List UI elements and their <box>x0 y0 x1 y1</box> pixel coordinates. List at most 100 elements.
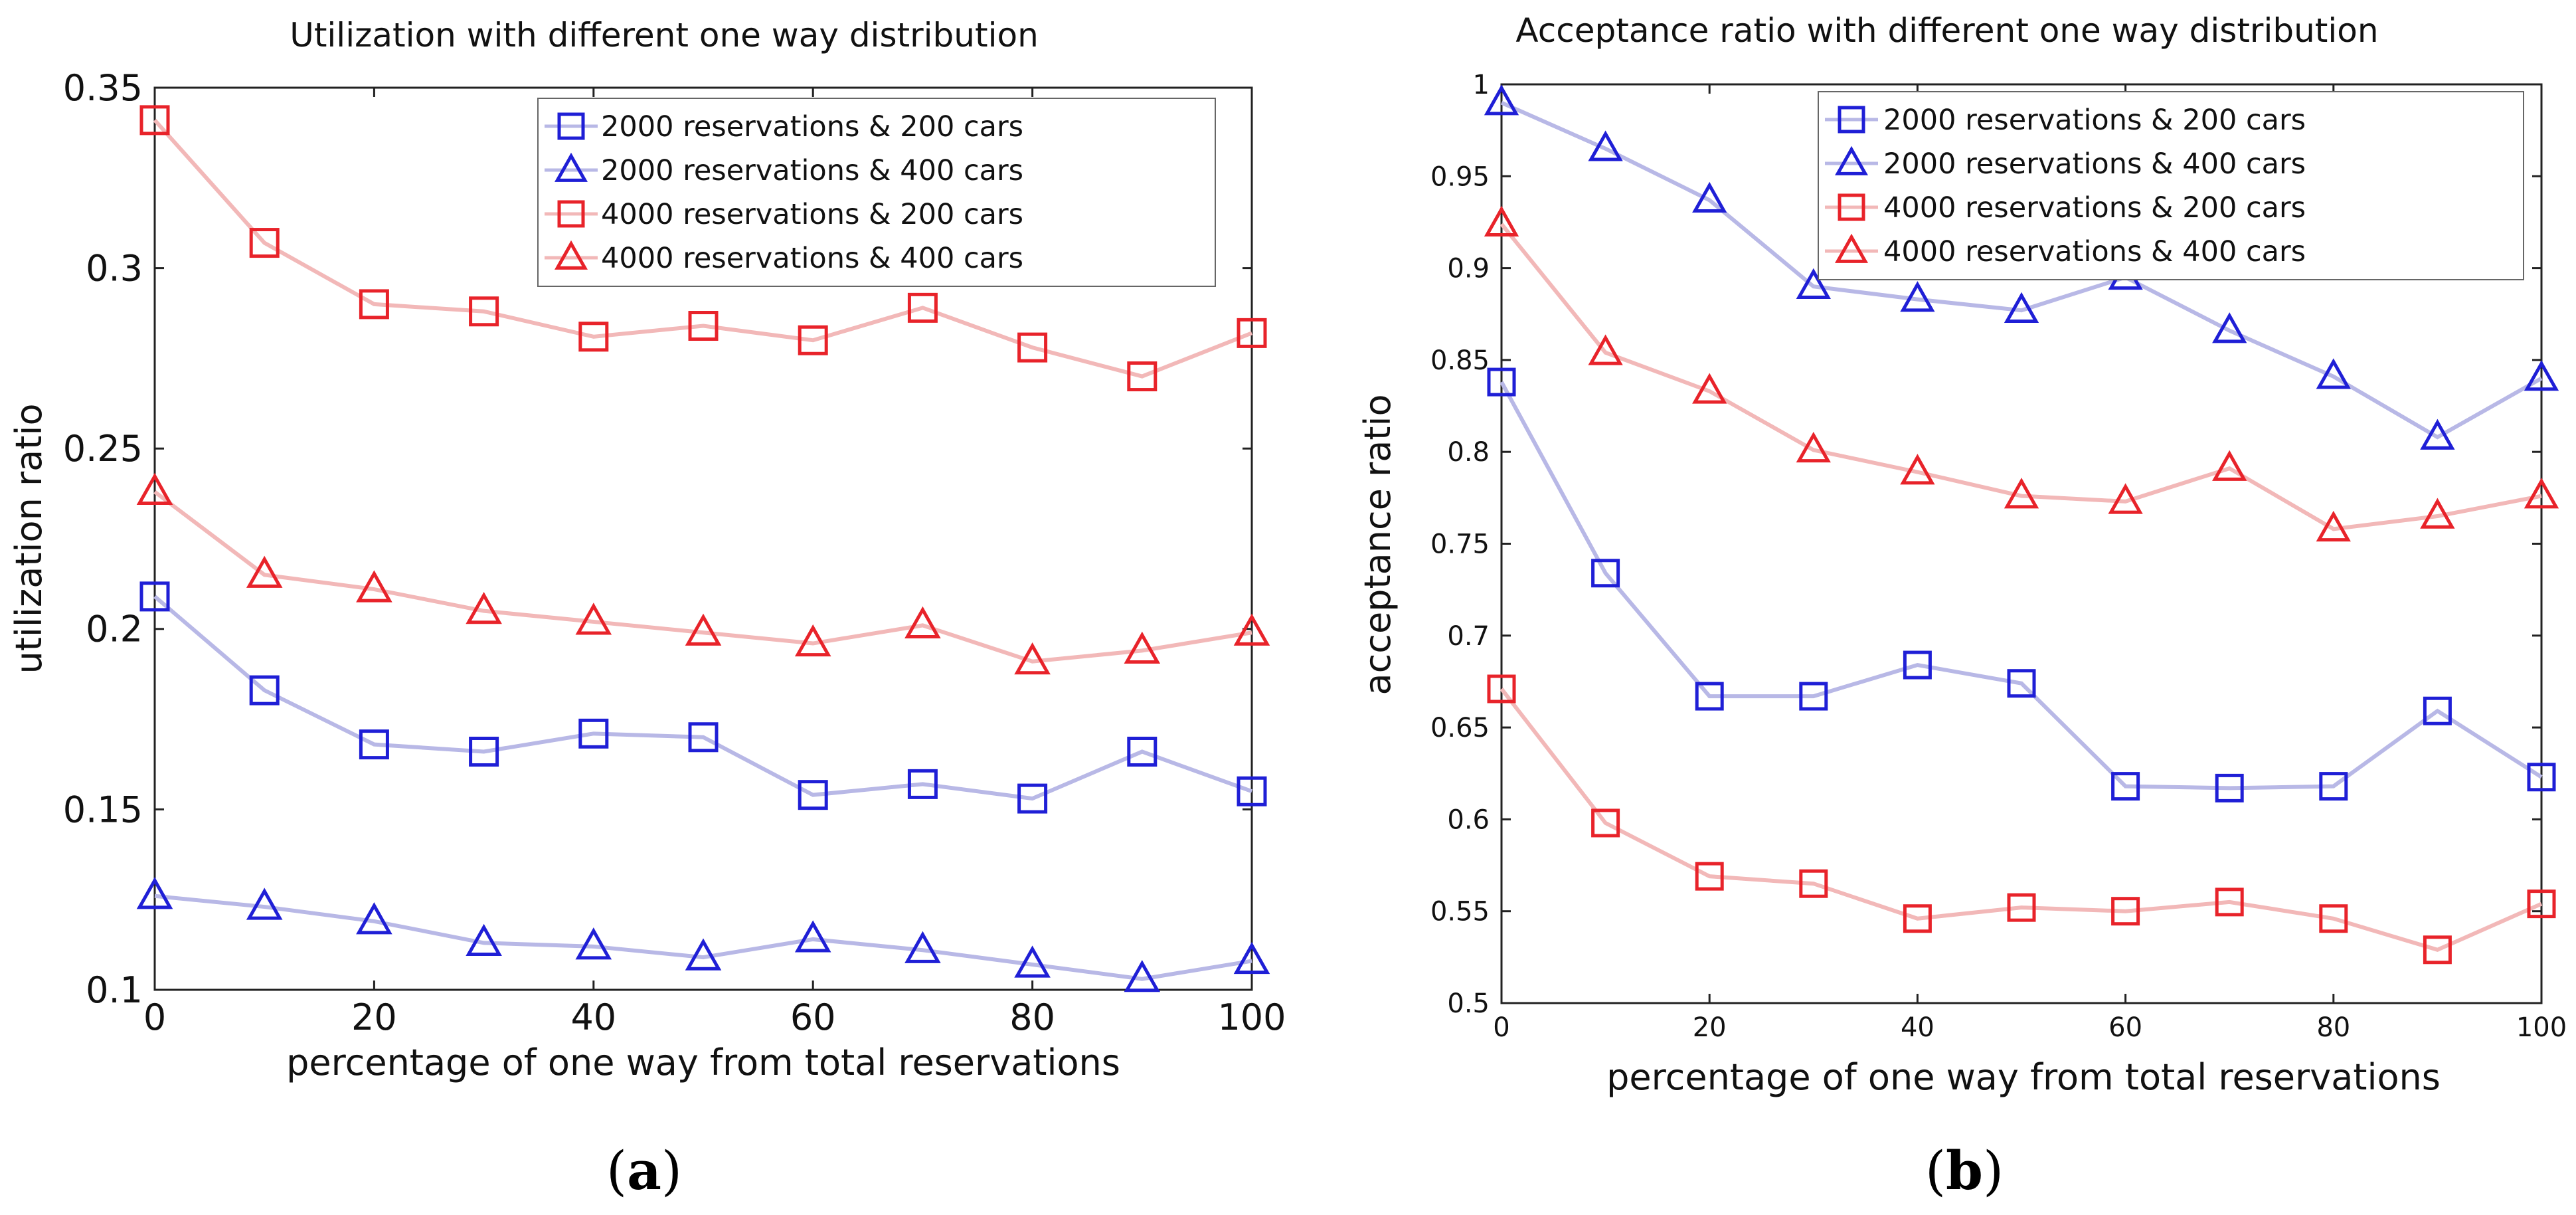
data-point <box>1014 945 1051 978</box>
data-point <box>798 780 828 810</box>
y-tick-label: 0.7 <box>1447 621 1490 652</box>
legend-item: 2000 reservations & 200 cars <box>545 110 1023 143</box>
chart-b-x-ticks: 0 20 40 60 80 100 <box>1493 84 2567 1043</box>
data-point <box>1799 682 1828 711</box>
data-point <box>2004 292 2039 323</box>
series-line <box>1500 223 2542 531</box>
data-point <box>249 675 280 705</box>
chart-a-series <box>136 105 1270 992</box>
chart-b-legend-box <box>1818 91 2524 280</box>
x-tick-label: 20 <box>1693 1012 1727 1043</box>
data-point <box>2007 669 2036 698</box>
chart-a-legend-box <box>537 98 1216 287</box>
data-point <box>2108 483 2143 514</box>
data-point <box>246 555 283 588</box>
data-point <box>1796 431 1831 463</box>
data-point <box>139 581 170 612</box>
chart-a-y-ticks: 0.1 0.15 0.2 0.25 0.3 0.35 <box>63 67 1252 1011</box>
data-point <box>685 613 722 646</box>
chart-a-legend: 2000 reservations & 200 cars 2000 reserva… <box>537 98 1216 287</box>
data-point <box>2212 450 2247 481</box>
legend-item: 2000 reservations & 200 cars <box>1825 104 2306 137</box>
chart-a-plot-frame <box>153 86 1253 991</box>
data-point <box>1487 367 1516 397</box>
series-line <box>153 118 1253 379</box>
legend-marker <box>557 200 585 228</box>
data-point <box>466 923 502 956</box>
y-tick-label: 0.9 <box>1447 254 1490 284</box>
data-point <box>904 931 941 963</box>
y-tick-label: 0.75 <box>1430 529 1490 560</box>
series-line <box>1500 100 2543 440</box>
data-point <box>907 769 938 799</box>
data-point <box>1017 332 1048 363</box>
data-point <box>2316 510 2351 542</box>
data-point <box>578 718 609 749</box>
data-point <box>575 603 612 635</box>
x-tick-label: 20 <box>351 996 397 1038</box>
y-tick-label: 0.85 <box>1430 345 1490 376</box>
y-tick-label: 0.2 <box>86 608 143 650</box>
legend-marker <box>1835 145 1868 175</box>
chart-a-title: Utilization with different one way distr… <box>290 16 1039 54</box>
data-point <box>1796 268 1831 300</box>
data-point <box>1127 736 1158 767</box>
series-line <box>154 893 1252 981</box>
data-point <box>2423 696 2452 725</box>
legend-label: 2000 reservations & 400 cars <box>601 154 1023 187</box>
data-point <box>2524 478 2559 509</box>
legend-marker <box>557 112 585 140</box>
data-point <box>794 920 831 953</box>
data-point <box>1017 783 1048 814</box>
data-point <box>1588 334 1623 365</box>
series-2 <box>1484 84 2559 450</box>
data-point <box>2215 773 2244 802</box>
data-point <box>1237 776 1267 806</box>
data-point <box>1692 181 1727 213</box>
data-point <box>2527 763 2556 792</box>
series-3 <box>139 105 1267 392</box>
data-point <box>359 289 389 320</box>
data-point <box>1695 682 1724 711</box>
data-point <box>2316 358 2351 389</box>
data-point <box>1233 613 1270 646</box>
y-tick-label: 0.6 <box>1447 804 1490 835</box>
data-point <box>2215 888 2244 917</box>
data-point <box>1127 361 1158 392</box>
chart-a-x-ticks: 0 20 40 60 80 100 <box>143 88 1286 1038</box>
data-point <box>469 296 499 327</box>
chart-b-y-ticks: 0.5 0.55 0.6 0.65 0.7 0.75 0.8 0.85 0.9 0.95 1 <box>1430 70 2541 1019</box>
legend-label: 4000 reservations & 400 cars <box>1883 235 2306 268</box>
chart-b-panel-letter: b <box>1946 1139 1983 1202</box>
data-point <box>1014 642 1051 675</box>
data-point <box>1695 862 1724 891</box>
data-point <box>2524 360 2559 391</box>
data-point <box>1237 318 1267 348</box>
y-tick-label: 0.5 <box>1447 988 1490 1019</box>
data-point <box>2007 893 2036 922</box>
data-point <box>2111 897 2140 926</box>
y-tick-label: 0.65 <box>1430 713 1490 743</box>
data-point <box>907 292 938 323</box>
x-tick-label: 0 <box>1493 1012 1509 1043</box>
legend-item: 2000 reservations & 400 cars <box>545 152 1023 187</box>
data-point <box>1799 869 1828 898</box>
data-point <box>1591 808 1620 838</box>
data-point <box>798 325 828 355</box>
series-line <box>153 595 1253 801</box>
data-point <box>136 472 173 505</box>
chart-b-y-axis-label: acceptance ratio <box>1357 394 1399 695</box>
data-point <box>578 322 609 352</box>
data-point <box>1900 454 1935 485</box>
data-point <box>139 105 170 136</box>
legend-label: 2000 reservations & 200 cars <box>1883 104 2306 137</box>
data-point <box>356 902 392 935</box>
legend-item: 4000 reservations & 200 cars <box>545 198 1023 231</box>
data-point <box>2527 889 2556 919</box>
data-point <box>688 311 719 341</box>
legend-marker <box>1835 233 1868 263</box>
y-tick-label: 0.8 <box>1447 437 1490 468</box>
data-point <box>1124 631 1161 664</box>
x-tick-label: 60 <box>790 996 836 1038</box>
chart-b-series <box>1484 84 2559 965</box>
